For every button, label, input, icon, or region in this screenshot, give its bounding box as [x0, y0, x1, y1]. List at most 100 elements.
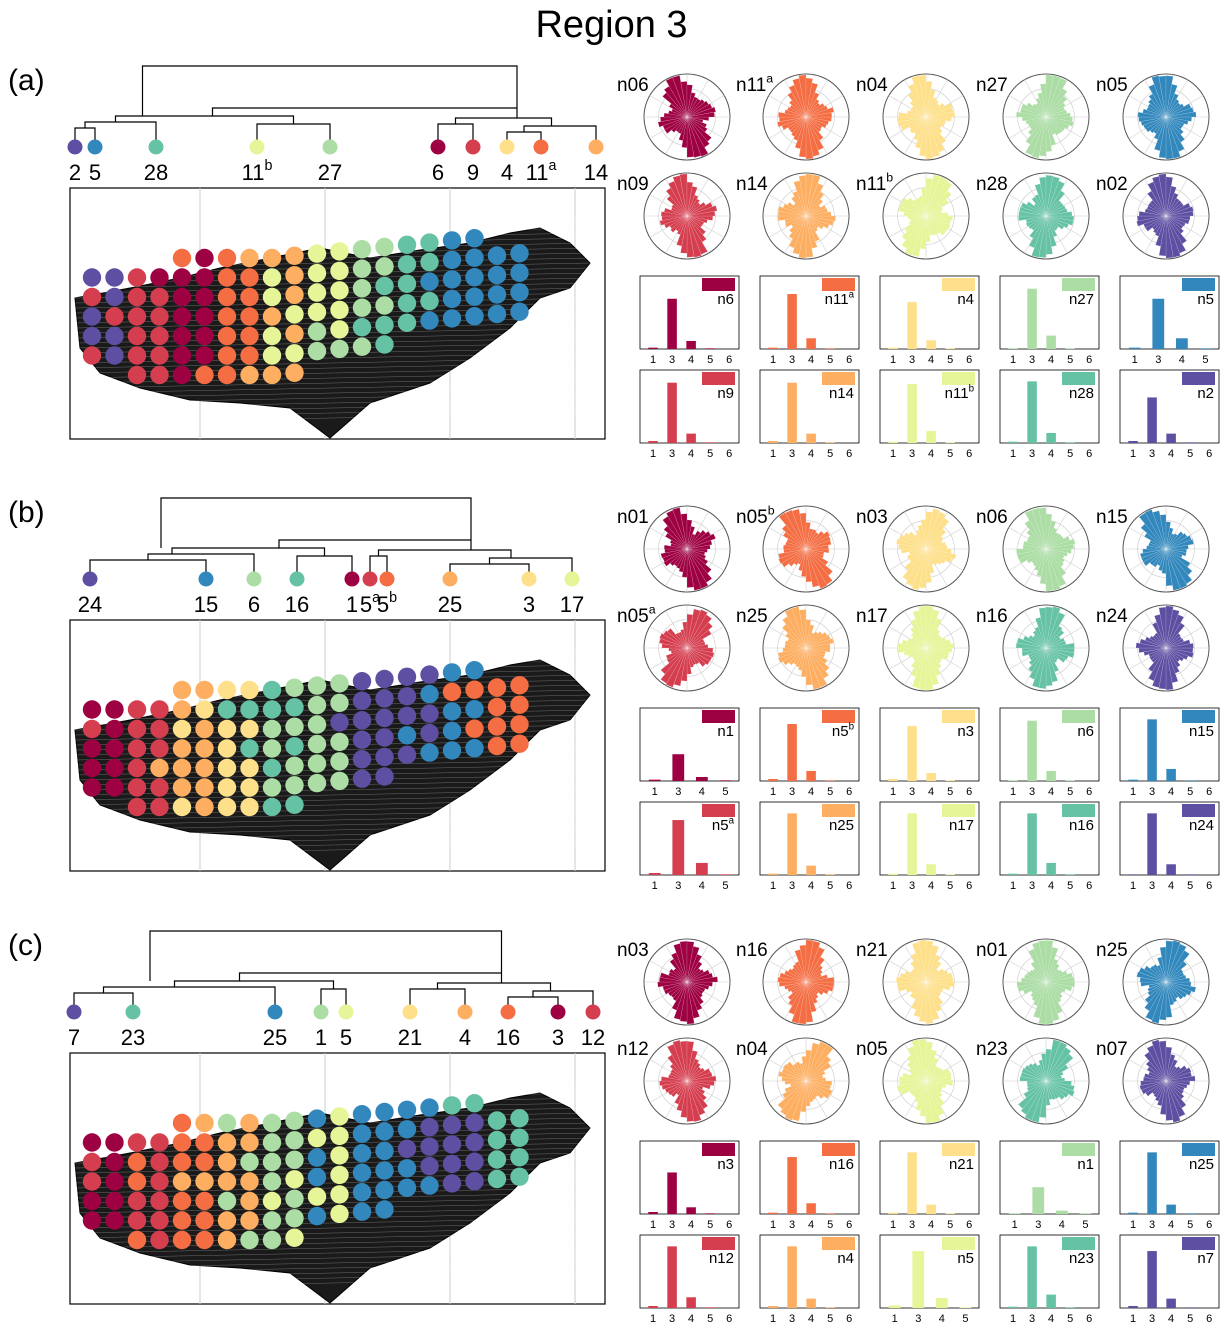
histogram-tick-label: 5 [707, 354, 713, 366]
rose-wedge [1165, 981, 1179, 999]
rose-wedge [1045, 981, 1062, 1004]
dendrogram-leaf-label: 24 [78, 592, 102, 617]
rose-wedge [1038, 215, 1047, 258]
histogram-tick-label: 4 [1168, 1219, 1174, 1231]
rose-wedge [680, 215, 688, 254]
rose-wedge [1165, 548, 1183, 559]
rose-wedge [663, 112, 688, 118]
rose-wedge [805, 208, 829, 217]
rose-wedge [805, 647, 828, 688]
grid-cell-marker [352, 1183, 372, 1202]
rose-plot: n17 [856, 604, 970, 692]
histogram-tick-label: 3 [789, 1219, 795, 1231]
rose-wedge [1037, 92, 1047, 118]
grid-cell-marker [352, 298, 372, 317]
grid-cell-marker [240, 1211, 259, 1230]
histogram-bar [648, 347, 658, 349]
rose-wedge [686, 530, 712, 550]
rose-wedge [805, 112, 833, 118]
histogram-bar [667, 1172, 677, 1214]
histogram-bar [648, 779, 661, 781]
grid-cell-marker [105, 287, 124, 307]
rose-wedge [925, 1080, 943, 1094]
histogram-tick-label: 1 [890, 1219, 896, 1231]
rose-wedge [805, 77, 813, 118]
grid-cell-marker [262, 365, 282, 385]
rose-wedge [805, 939, 814, 983]
rose-wedge [1019, 206, 1047, 217]
cluster-map [69, 1052, 606, 1305]
histogram-bar [1166, 864, 1176, 875]
grid-cell-marker [510, 715, 529, 734]
grid-cell-marker [285, 1150, 304, 1170]
histogram-bar [1055, 1210, 1068, 1214]
dendrogram-leaf-marker [465, 139, 481, 155]
histogram: 1 3 4 5 6 n4 [879, 275, 980, 366]
rose-plot: n06 [976, 505, 1090, 593]
dendrogram-leaf-marker [362, 571, 378, 587]
panel-label: (c) [8, 929, 43, 962]
rose-wedge [686, 215, 707, 243]
histogram-bar [806, 770, 816, 781]
grid-cell-marker [420, 1117, 439, 1137]
rose-wedge [1018, 211, 1047, 217]
rose-wedge [1157, 956, 1167, 983]
grid-cell-marker [240, 326, 259, 346]
histogram-tick-label: 4 [699, 786, 705, 798]
dendrogram-leaf-marker [550, 1004, 566, 1020]
rose-wedge [1028, 647, 1047, 680]
histogram-bar [1008, 441, 1018, 443]
grid-cell-marker [352, 1163, 372, 1182]
dendrogram-leaf-label: 5 [89, 160, 101, 185]
rose-wedge [686, 116, 712, 142]
histogram-bar [1185, 442, 1195, 443]
histogram-tick-label: 1 [1012, 1219, 1018, 1231]
grid-cell-marker [442, 721, 462, 741]
grid-cell-marker [82, 307, 102, 326]
histogram-bar [1147, 813, 1157, 875]
histogram-bar [1065, 780, 1075, 781]
histogram-legend-label: n2 [1197, 385, 1214, 402]
road-line [74, 397, 591, 409]
rose-wedge [915, 529, 927, 550]
road-line [74, 1082, 591, 1094]
histogram-legend-swatch [1062, 1143, 1095, 1156]
rose-wedge [777, 206, 807, 217]
histogram-legend-label: n24 [1189, 817, 1214, 834]
grid-cell-marker [330, 339, 349, 359]
rose-wedge [1145, 215, 1167, 232]
rose-wedge [1022, 540, 1047, 550]
rose-wedge [784, 541, 807, 550]
rose-wedge [805, 548, 824, 559]
histogram-tick-label: 6 [1206, 880, 1212, 892]
rose-wedge [1045, 1080, 1075, 1097]
dendrogram-leaf-marker [457, 1004, 473, 1020]
rose-wedge [805, 174, 821, 217]
grid-cell-marker [217, 758, 237, 778]
grid-cell-marker [465, 268, 484, 287]
rose-wedge [1153, 116, 1167, 152]
grid-cell-marker [510, 1167, 529, 1187]
grid-cell-marker [82, 778, 102, 797]
rose-wedge [919, 1080, 927, 1117]
grid-cell-marker [82, 1172, 102, 1191]
dendrogram-leaf-marker [564, 571, 580, 587]
rose-wedge [1154, 1080, 1167, 1102]
grid-cell-marker [307, 302, 327, 322]
rose-wedge [925, 1068, 951, 1082]
rose-wedge [670, 543, 688, 550]
histogram-bar [648, 440, 658, 443]
histogram-bar [719, 780, 732, 781]
road-line [74, 1247, 591, 1259]
rose-wedge [788, 647, 807, 666]
rose-wedge [673, 548, 688, 567]
histogram-bar [825, 874, 835, 875]
histogram-bar [907, 1152, 917, 1214]
histogram-tick-label: 5 [1187, 786, 1193, 798]
rose-wedge [1045, 647, 1059, 661]
histogram-tick-label: 6 [1206, 448, 1212, 460]
histogram-bar [1147, 1251, 1157, 1308]
dendrogram-leaf-marker [87, 139, 103, 155]
rose-wedge [788, 84, 807, 118]
rose-wedge [1165, 647, 1194, 658]
